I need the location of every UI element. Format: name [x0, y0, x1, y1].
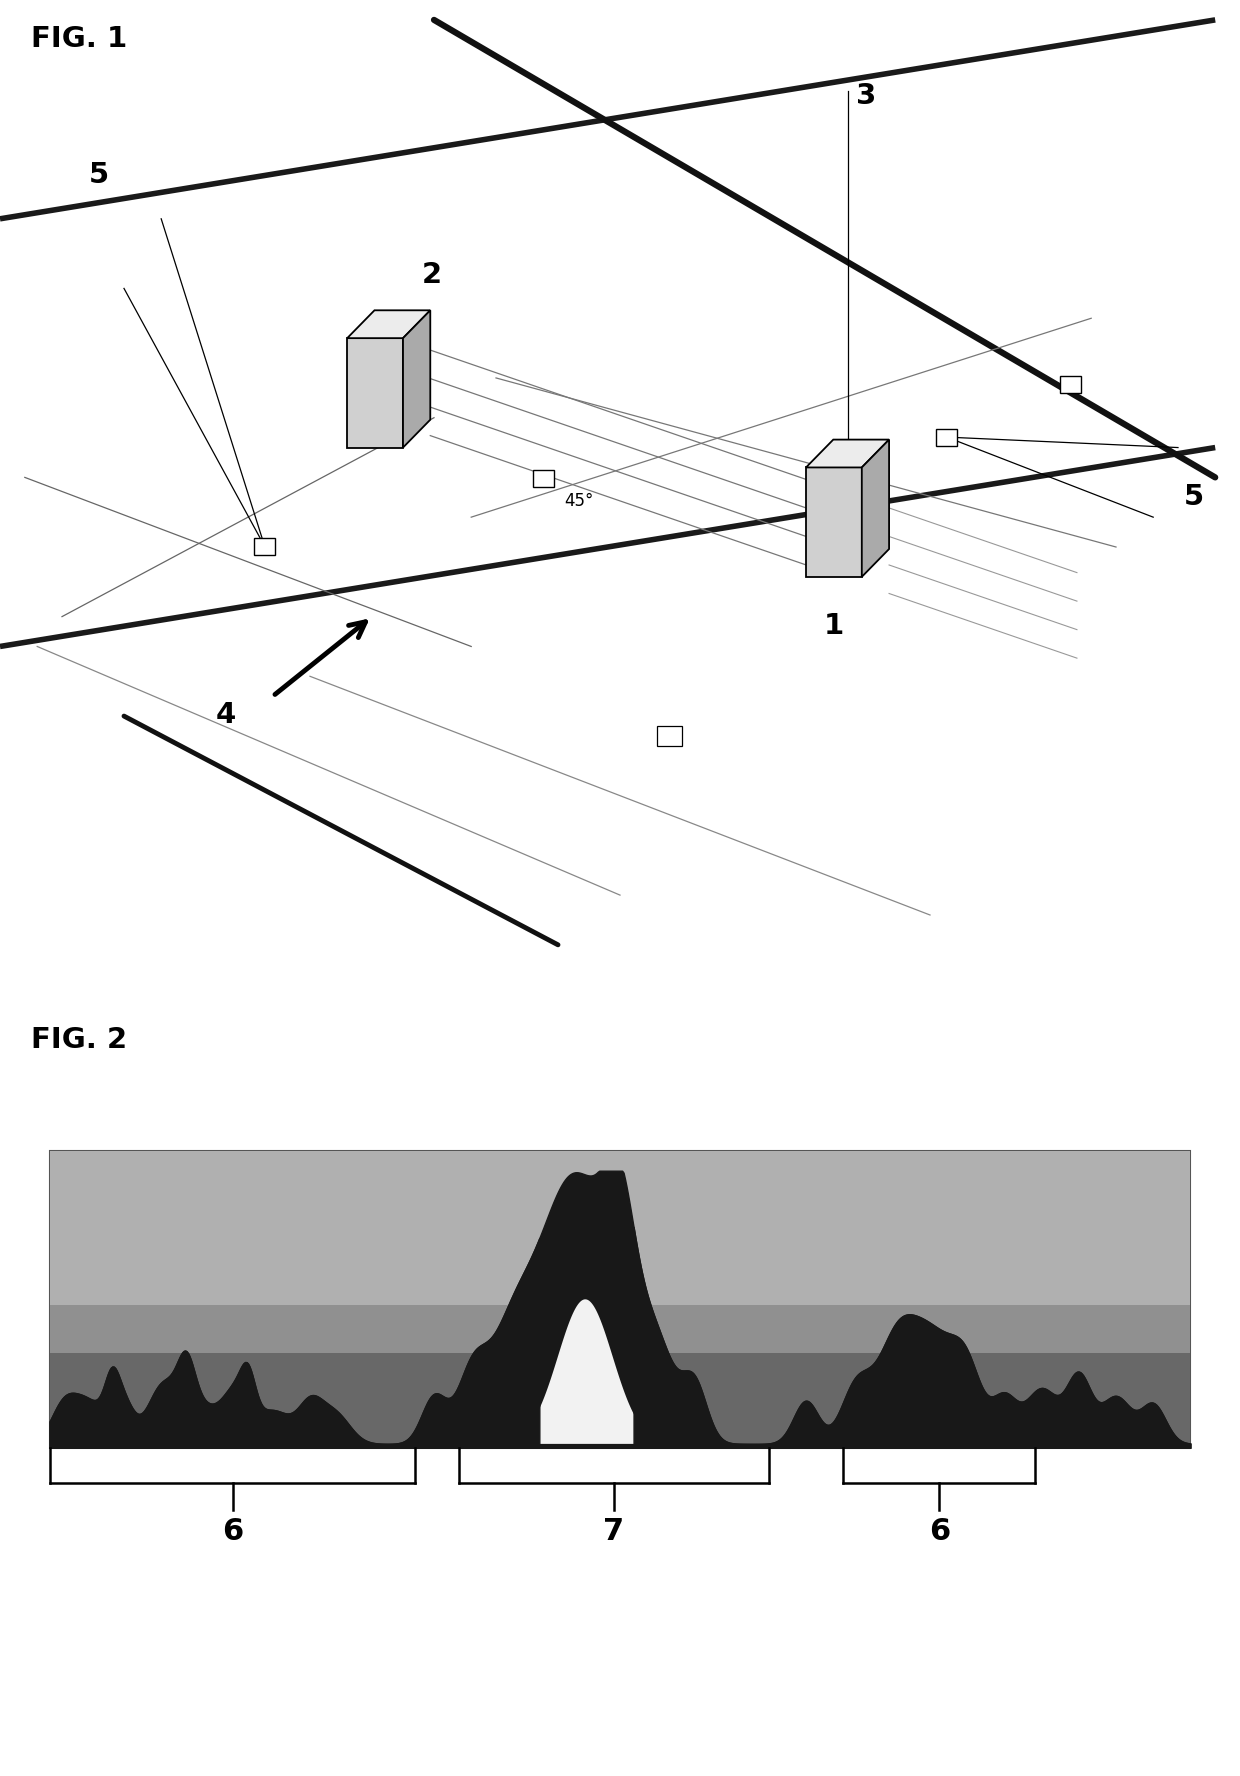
Polygon shape	[862, 440, 889, 577]
Polygon shape	[533, 471, 554, 487]
Polygon shape	[533, 1300, 637, 1444]
Polygon shape	[890, 1334, 970, 1444]
Text: 3: 3	[856, 82, 877, 110]
Polygon shape	[347, 337, 403, 448]
Polygon shape	[657, 726, 682, 746]
Text: 1: 1	[823, 611, 844, 639]
Polygon shape	[403, 311, 430, 448]
Polygon shape	[806, 467, 862, 577]
Text: 4: 4	[216, 702, 236, 730]
Text: 2: 2	[422, 261, 441, 288]
Text: 6: 6	[222, 1517, 243, 1545]
Polygon shape	[50, 1151, 1190, 1447]
Text: 5: 5	[1184, 483, 1204, 511]
Polygon shape	[806, 440, 889, 467]
Text: 6: 6	[929, 1517, 950, 1545]
Text: FIG. 1: FIG. 1	[31, 25, 128, 53]
Polygon shape	[936, 428, 957, 446]
Polygon shape	[50, 1151, 1190, 1336]
Text: FIG. 2: FIG. 2	[31, 1027, 128, 1053]
Text: 7: 7	[603, 1517, 625, 1545]
Polygon shape	[254, 538, 275, 554]
Polygon shape	[50, 1353, 1190, 1447]
Text: 5: 5	[89, 162, 109, 188]
Polygon shape	[347, 311, 430, 337]
Polygon shape	[50, 1305, 1190, 1373]
Text: 45°: 45°	[564, 492, 594, 510]
Polygon shape	[1060, 377, 1081, 392]
